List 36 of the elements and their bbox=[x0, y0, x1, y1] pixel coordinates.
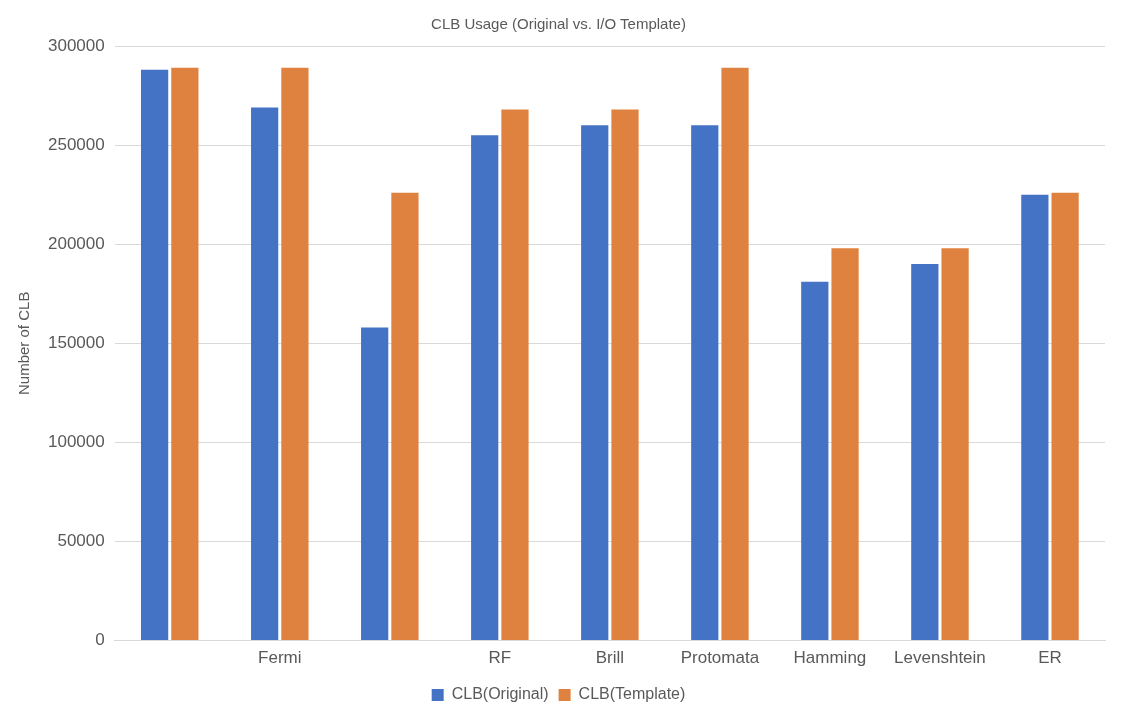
bar bbox=[251, 107, 279, 641]
y-tick-label: 200000 bbox=[47, 233, 105, 253]
legend-label: CLB(Template) bbox=[578, 685, 686, 703]
bar bbox=[911, 264, 939, 641]
legend-label: CLB(Original) bbox=[451, 685, 549, 703]
y-tick-label: 300000 bbox=[47, 35, 105, 55]
x-tick-label: RF bbox=[488, 648, 512, 668]
bar bbox=[171, 67, 199, 641]
y-tick-label: 150000 bbox=[47, 332, 105, 352]
x-tick-label: Brill bbox=[595, 648, 625, 668]
bar bbox=[831, 248, 859, 641]
bar bbox=[581, 125, 609, 641]
x-tick-label: Fermi bbox=[258, 648, 302, 668]
bar bbox=[801, 281, 829, 641]
bar bbox=[721, 67, 749, 641]
bar bbox=[1051, 192, 1079, 641]
x-tick-label: Hamming bbox=[793, 648, 867, 668]
y-tick-label: 250000 bbox=[47, 134, 105, 154]
x-tick-label: Protomata bbox=[680, 648, 760, 668]
bar bbox=[941, 248, 969, 641]
bar bbox=[501, 109, 529, 641]
y-tick-label: 100000 bbox=[47, 432, 105, 452]
bar bbox=[691, 125, 719, 641]
bar bbox=[281, 67, 309, 641]
y-tick-label: 50000 bbox=[57, 531, 105, 551]
bar bbox=[1021, 194, 1049, 641]
bar bbox=[391, 192, 419, 641]
x-tick-label: ER bbox=[1038, 648, 1062, 668]
bar bbox=[361, 327, 389, 641]
y-tick-label: 0 bbox=[95, 630, 105, 650]
bar bbox=[471, 135, 499, 641]
bar bbox=[611, 109, 639, 641]
x-tick-label: Levenshtein bbox=[894, 648, 986, 668]
chart-title: CLB Usage (Original vs. I/O Template) bbox=[431, 15, 686, 33]
bar bbox=[141, 69, 169, 641]
y-axis-title: Number of CLB bbox=[15, 291, 33, 395]
